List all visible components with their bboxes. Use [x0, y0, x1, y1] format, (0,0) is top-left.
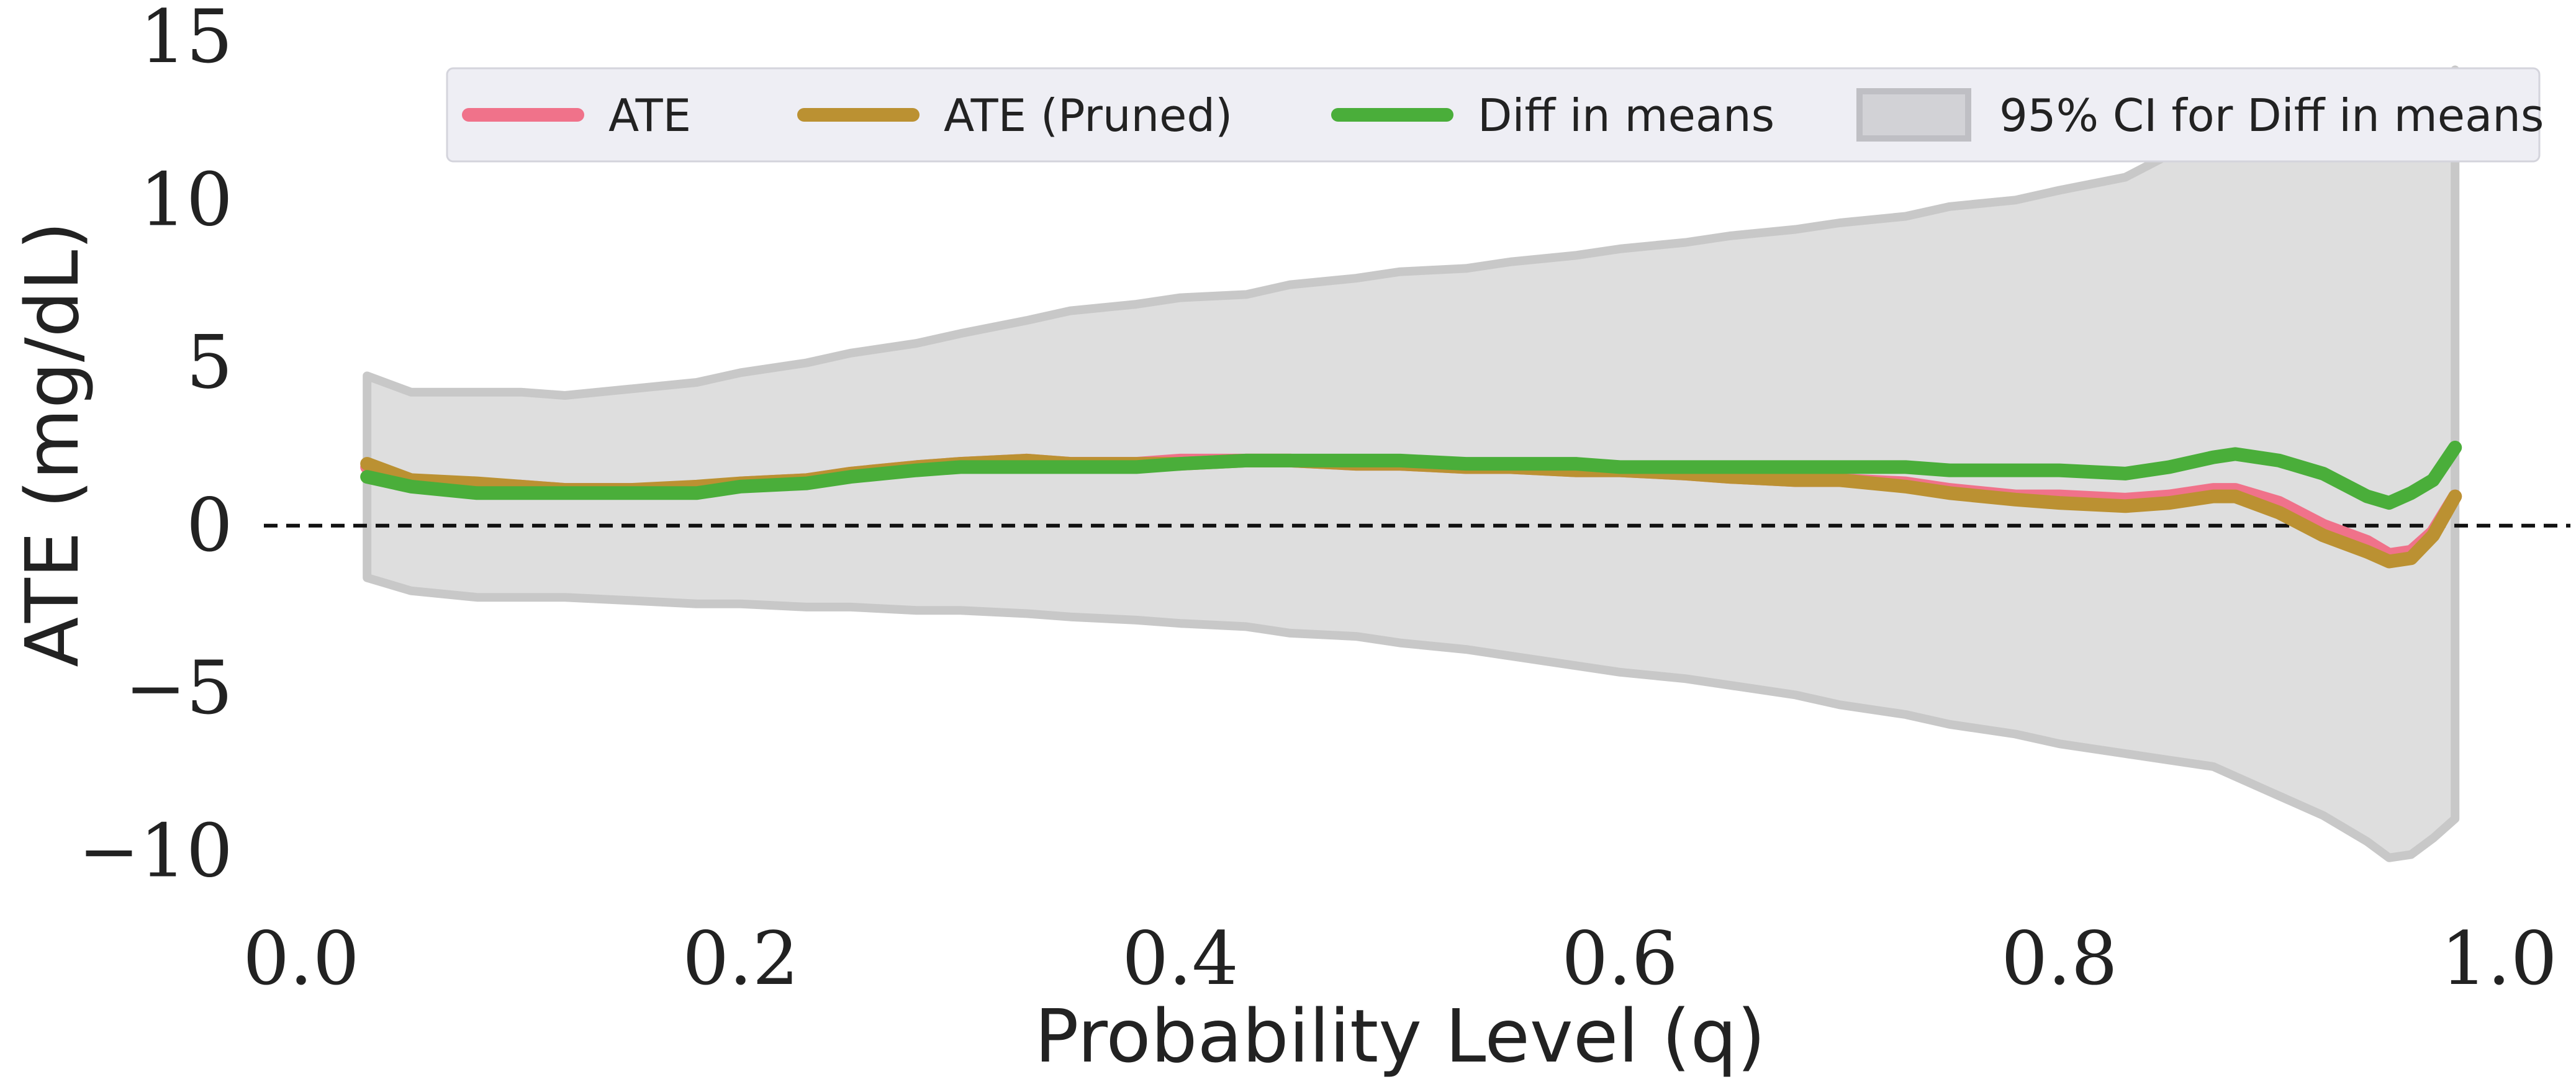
y-tick-label: −5 [125, 645, 233, 731]
x-tick-label: 0.4 [1122, 916, 1239, 1001]
y-tick-label: 15 [140, 0, 233, 79]
legend-swatch-band [1856, 88, 1971, 142]
legend-label-3: 95% CI for Diff in means [1999, 89, 2544, 142]
y-tick-label: −10 [78, 808, 233, 893]
legend-label-2: Diff in means [1478, 89, 1774, 142]
x-tick-label: 0.8 [2001, 916, 2118, 1001]
y-tick-labels: −10 −5 0 5 10 15 [78, 0, 233, 893]
legend-label-1: ATE (Pruned) [944, 89, 1232, 142]
y-tick-label: 0 [186, 482, 233, 568]
x-tick-label: 1.0 [2441, 916, 2557, 1001]
x-tick-label: 0.0 [243, 916, 359, 1001]
legend-label-0: ATE [608, 89, 691, 142]
legend-box [446, 67, 2541, 163]
series-line-2 [360, 440, 2462, 510]
legend: ATE ATE (Pruned) Diff in means 95% CI for D… [446, 67, 2544, 163]
x-tick-label: 0.2 [682, 916, 799, 1001]
y-tick-label: 10 [140, 156, 233, 242]
y-tick-label: 5 [186, 320, 233, 405]
series-layer [360, 440, 2462, 569]
y-axis-title: ATE (mg/dL) [9, 222, 95, 667]
x-tick-labels: 0.0 0.2 0.4 0.6 0.8 1.0 [243, 916, 2557, 1001]
x-tick-label: 0.6 [1561, 916, 1678, 1001]
x-axis-title: Probability Level (q) [1034, 993, 1765, 1079]
